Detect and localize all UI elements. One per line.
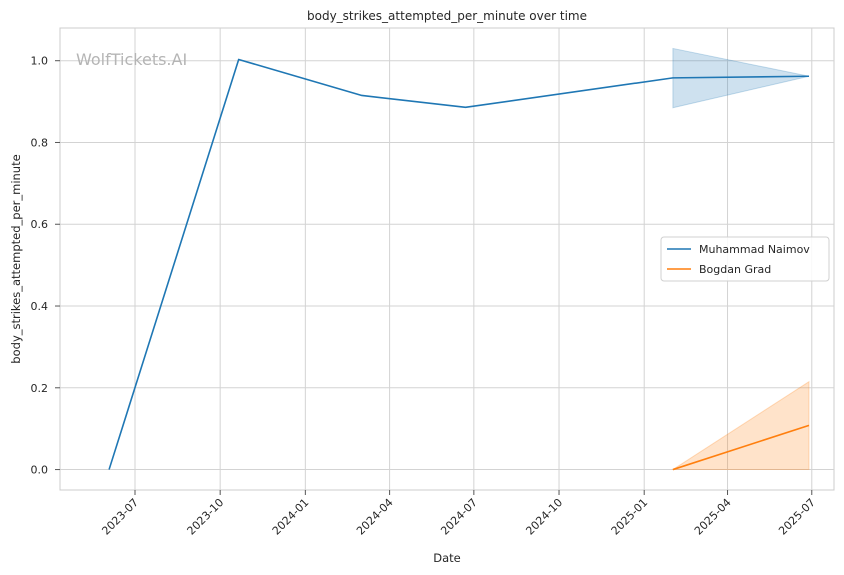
- series-lines: [108, 58, 810, 471]
- x-tick-label: 2025-04: [692, 496, 734, 538]
- series-line-0: [108, 58, 810, 470]
- y-axis-label: body_strikes_attempted_per_minute: [9, 154, 23, 363]
- x-tick-label: 2024-01: [270, 496, 312, 538]
- series-line-1: [672, 424, 810, 471]
- y-axis-ticks: 0.0 0.2 0.4 0.6 0.8 1.0: [31, 55, 60, 477]
- y-tick-label: 0.6: [31, 218, 49, 231]
- legend-label-0: Muhammad Naimov: [699, 243, 810, 256]
- x-tick-label: 2025-07: [776, 496, 818, 538]
- legend-label-1: Bogdan Grad: [699, 263, 771, 276]
- y-tick-label: 0.0: [31, 464, 49, 477]
- y-tick-label: 0.8: [31, 136, 49, 149]
- x-axis-ticks: 2023-07 2023-10 2024-01 2024-04 2024-07 2024-…: [99, 490, 818, 538]
- x-tick-label: 2025-01: [609, 496, 651, 538]
- y-tick-label: 0.2: [31, 382, 49, 395]
- x-axis-label: Date: [433, 551, 461, 565]
- x-tick-label: 2024-07: [438, 496, 480, 538]
- x-tick-label: 2024-10: [523, 496, 565, 538]
- x-tick-label: 2024-04: [354, 496, 396, 538]
- x-tick-label: 2023-10: [185, 496, 227, 538]
- x-tick-label: 2023-07: [99, 496, 141, 538]
- watermark: WolfTickets.AI: [76, 50, 187, 69]
- y-tick-label: 1.0: [31, 55, 49, 68]
- chart-title: body_strikes_attempted_per_minute over t…: [307, 9, 587, 23]
- legend: Muhammad Naimov Bogdan Grad: [660, 236, 830, 282]
- legend-box: [660, 236, 830, 282]
- y-tick-label: 0.4: [31, 300, 49, 313]
- grid-lines: [60, 28, 834, 490]
